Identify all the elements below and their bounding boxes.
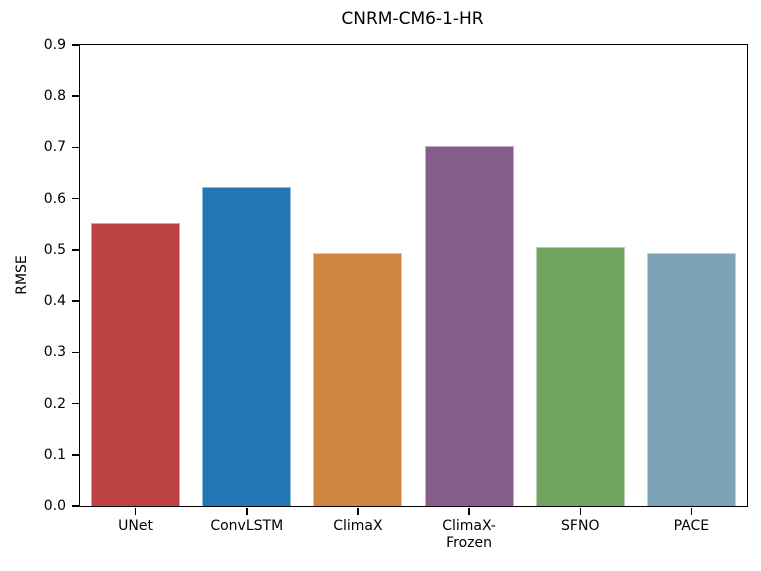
y-tick-label: 0.9 <box>43 37 66 53</box>
x-tick-label: PACE <box>673 518 710 534</box>
y-axis-label: RMSE <box>13 254 30 295</box>
y-tick-mark <box>71 146 79 149</box>
plot-area: 0.0 0.1 0.2 0.3 0.4 0.5 0.6 0.7 0.8 0.9 UNet ConvLS… <box>44 37 748 551</box>
chart-title: CNRM-CM6-1-HR <box>341 9 484 29</box>
y-tick-mark <box>71 351 79 354</box>
bar-convlstm <box>202 187 292 506</box>
bar-climax-frozen <box>424 145 514 506</box>
y-tick-mark <box>71 402 79 405</box>
y-tick-label: 0.6 <box>43 190 66 207</box>
y-tick-mark <box>71 249 79 251</box>
x-tick-label: ClimaX <box>333 518 383 534</box>
y-tick-label: 0.0 <box>43 498 66 514</box>
y-axis-label-wrap: RMSE <box>0 44 44 505</box>
bar-unet <box>91 223 181 506</box>
x-tick-mark <box>690 507 693 515</box>
x-tick-mark <box>357 507 359 515</box>
x-tick-mark <box>468 507 470 515</box>
x-tick-label: UNet <box>118 518 153 534</box>
bar-pace <box>646 253 736 506</box>
y-tick-mark <box>71 95 79 97</box>
y-tick-label: 0.4 <box>43 293 66 310</box>
bar-climax <box>313 253 403 506</box>
y-tick-label: 0.7 <box>43 139 66 156</box>
y-tick-mark <box>71 300 79 302</box>
y-tick-label: 0.5 <box>43 241 66 258</box>
y-tick-mark <box>71 505 79 507</box>
y-tick-label: 0.3 <box>43 344 66 361</box>
y-tick-mark <box>71 454 79 456</box>
x-tick-mark <box>246 507 248 515</box>
x-tick-label: ConvLSTM <box>210 518 284 534</box>
x-tick-mark <box>579 507 581 515</box>
y-tick-mark <box>71 197 79 200</box>
x-tick-mark <box>134 507 137 515</box>
y-tick-label: 0.1 <box>43 446 66 463</box>
y-tick-label: 0.8 <box>43 88 66 105</box>
x-tick-label: ClimaX- Frozen <box>442 518 496 551</box>
bar-sfno <box>535 246 625 506</box>
x-tick-label: SFNO <box>561 518 600 534</box>
y-tick-label: 0.2 <box>43 395 66 412</box>
y-tick-mark <box>71 44 79 46</box>
